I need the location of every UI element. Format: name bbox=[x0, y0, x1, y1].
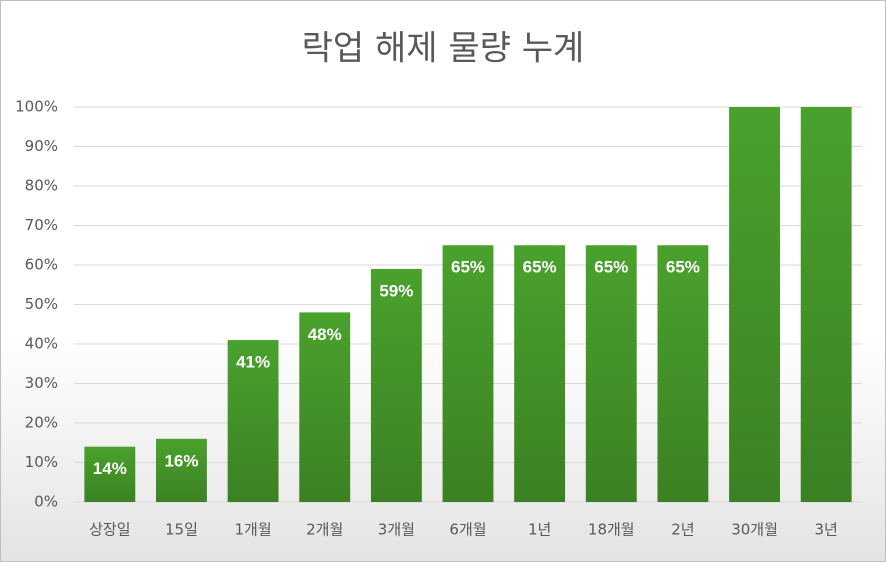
y-tick-label: 40% bbox=[25, 335, 58, 353]
value-label: 65% bbox=[666, 258, 700, 277]
x-tick-label: 30개월 bbox=[731, 521, 778, 539]
x-tick-label: 상장일 bbox=[89, 521, 130, 539]
bar bbox=[729, 107, 780, 502]
value-label: 16% bbox=[164, 451, 198, 470]
x-tick-label: 3개월 bbox=[378, 521, 415, 539]
value-label: 41% bbox=[236, 353, 270, 372]
y-tick-label: 0% bbox=[34, 493, 58, 511]
x-tick-label: 18개월 bbox=[588, 521, 635, 539]
bar bbox=[370, 268, 422, 502]
value-label: 65% bbox=[523, 258, 557, 277]
y-tick-label: 10% bbox=[25, 453, 58, 471]
x-tick-label: 6개월 bbox=[449, 521, 486, 539]
x-tick-label: 1년 bbox=[528, 521, 551, 539]
y-tick-label: 70% bbox=[25, 216, 58, 234]
x-tick-label: 15일 bbox=[165, 521, 198, 539]
y-tick-label: 100% bbox=[15, 98, 58, 116]
x-tick-label: 3년 bbox=[815, 521, 838, 539]
x-tick-label: 2년 bbox=[671, 521, 694, 539]
y-tick-label: 50% bbox=[25, 295, 58, 313]
value-label: 65% bbox=[594, 258, 628, 277]
y-tick-label: 60% bbox=[25, 256, 58, 274]
bar bbox=[657, 245, 709, 502]
x-tick-label: 2개월 bbox=[306, 521, 343, 539]
x-tick-label: 1개월 bbox=[235, 521, 272, 539]
y-tick-label: 90% bbox=[25, 137, 58, 155]
y-tick-label: 30% bbox=[25, 374, 58, 392]
bar bbox=[514, 245, 566, 502]
value-label: 59% bbox=[379, 281, 413, 300]
chart-title: 락업 해제 물량 누계 bbox=[302, 29, 585, 69]
value-label: 14% bbox=[93, 459, 127, 478]
bar bbox=[585, 245, 637, 502]
value-label: 65% bbox=[451, 258, 485, 277]
y-tick-label: 80% bbox=[25, 177, 58, 195]
bar bbox=[800, 107, 852, 502]
value-label: 48% bbox=[308, 325, 342, 344]
y-tick-label: 20% bbox=[25, 414, 58, 432]
bar bbox=[156, 438, 207, 502]
bar bbox=[442, 245, 494, 502]
